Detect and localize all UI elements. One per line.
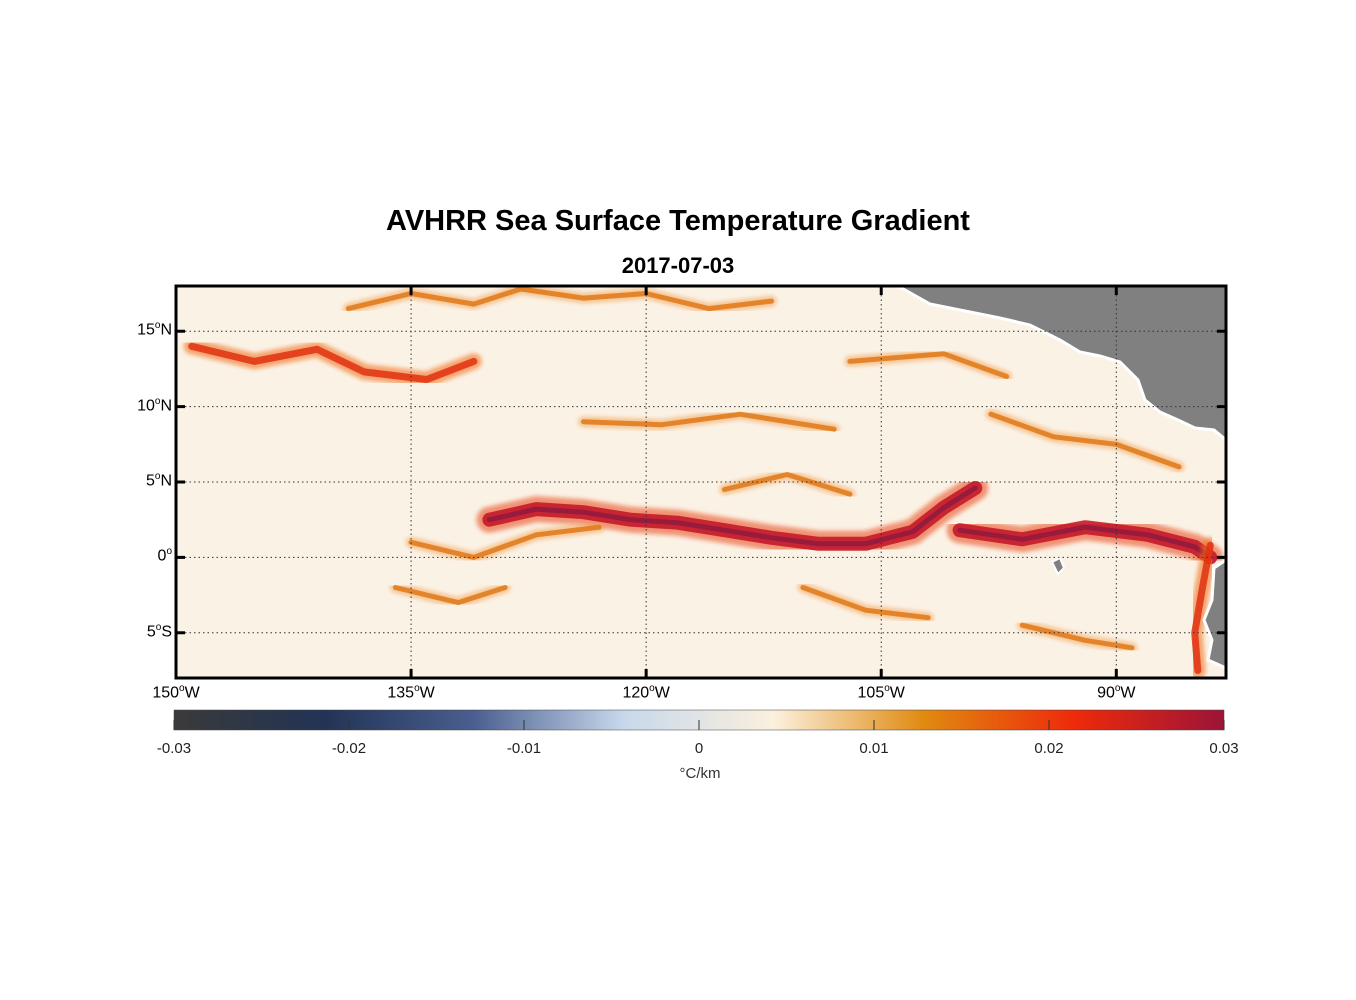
colorbar-tick-label: 0.02 <box>1034 740 1064 757</box>
front-weak-5 <box>408 524 602 560</box>
front-weak-7 <box>722 472 853 497</box>
galapagos-land <box>1050 556 1066 576</box>
lon-label: 150oW <box>152 683 200 702</box>
colorbar-tick-label: -0.03 <box>156 740 192 757</box>
colorbar-tick-label: -0.02 <box>331 740 367 757</box>
front-weak-9 <box>988 411 1182 470</box>
front-weak-6 <box>392 585 508 606</box>
central-america-land <box>894 286 1226 442</box>
front-strong-1 <box>957 524 1213 560</box>
lat-label: 15oN <box>137 320 172 339</box>
front-weak-12 <box>800 585 931 621</box>
lat-label: 5oS <box>146 621 172 641</box>
front-medium-3 <box>188 342 478 383</box>
colorbar-tick-label: 0.01 <box>859 740 889 757</box>
colorbar-tick-label: 0.03 <box>1209 740 1239 757</box>
front-weak-4 <box>345 286 774 312</box>
map-background <box>176 286 1226 678</box>
front-strong-0 <box>486 485 978 547</box>
map-ticks <box>174 286 1226 678</box>
colorbar-tick-label: 0 <box>694 740 704 757</box>
land-layer <box>894 286 1226 670</box>
lon-label: 135oW <box>387 683 435 702</box>
colorbar-ticks <box>173 720 1225 730</box>
lon-label: 120oW <box>622 683 670 702</box>
front-medium-2 <box>1191 541 1214 674</box>
lon-label: 90oW <box>1097 683 1136 702</box>
colorbar-tick-label: -0.01 <box>506 740 542 757</box>
colorbar-units: °C/km <box>679 765 721 782</box>
lon-label: 105oW <box>857 683 905 702</box>
front-weak-10 <box>1019 622 1135 651</box>
front-weak-8 <box>581 411 837 432</box>
lat-label: 5oN <box>145 471 172 490</box>
lat-label: 10oN <box>137 395 172 414</box>
map-title: AVHRR Sea Surface Temperature Gradient <box>386 205 970 237</box>
south-america-land <box>1202 558 1226 670</box>
lat-label: 0o <box>157 546 172 565</box>
gradient-fronts-layer <box>183 286 1224 678</box>
map-subtitle: 2017-07-03 <box>621 253 735 278</box>
